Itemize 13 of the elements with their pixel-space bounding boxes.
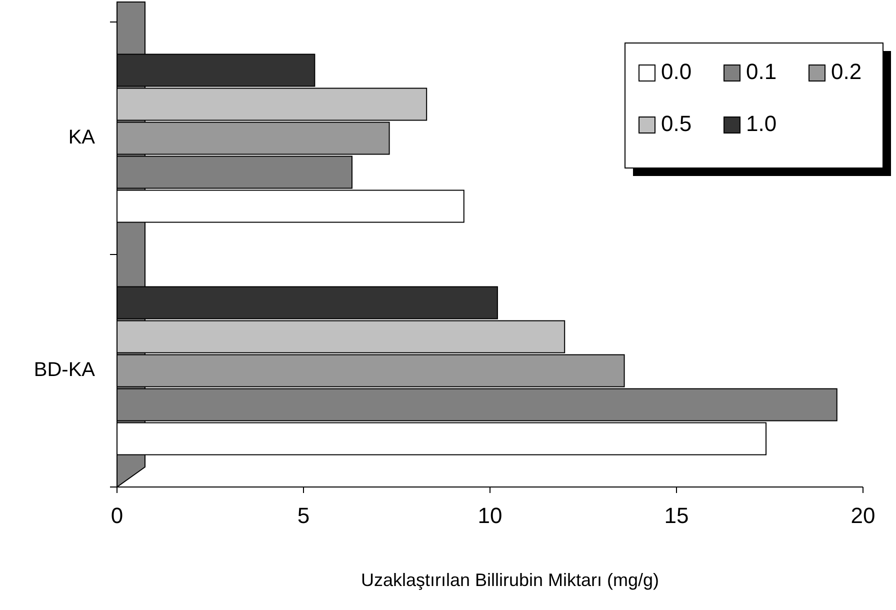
legend-label: 0.5 [661,110,692,136]
x-tick-label: 10 [478,503,502,528]
y-tick-label: BD-KA [34,359,96,382]
x-tick-label: 20 [850,503,876,528]
legend-label: 0.0 [661,58,692,84]
x-axis-title: Uzaklaştırılan Billirubin Miktarı (mg/g) [360,570,660,590]
legend-label: 0.1 [746,58,777,84]
x-tick-label: 15 [664,503,689,528]
x-tick-label: 5 [297,503,310,528]
x-tick-label: 0 [110,503,124,528]
legend-label: 1.0 [746,110,777,136]
legend-label: 0.2 [831,58,862,84]
y-tick-label: KA [68,126,96,149]
